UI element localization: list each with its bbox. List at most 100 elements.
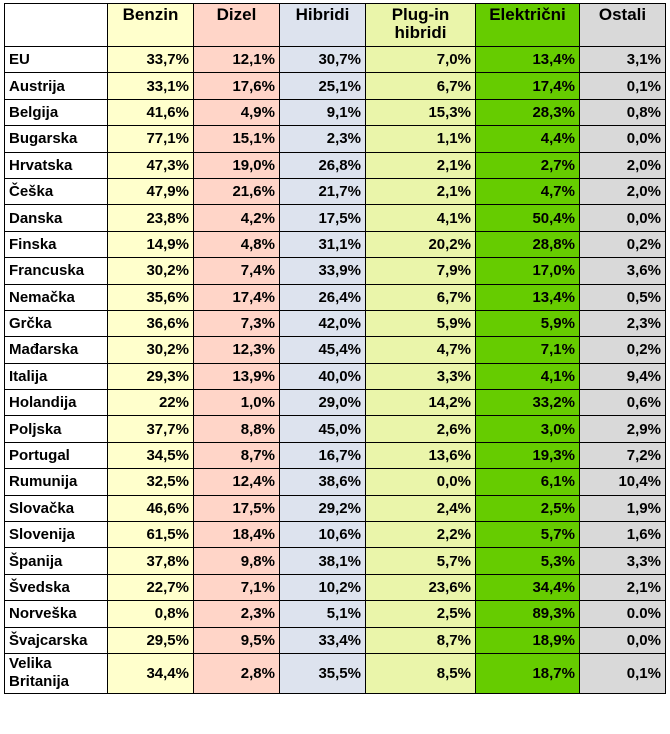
ostali-cell: 0,2%	[579, 336, 666, 364]
header-hibridi: Hibridi	[279, 3, 366, 47]
table-row: Slovačka 46,6% 17,5% 29,2% 2,4% 2,5% 1,9%	[4, 494, 666, 523]
ostali-cell: 3,1%	[579, 45, 666, 74]
plugin-hibridi-cell: 2,4%	[365, 494, 476, 523]
dizel-cell: 9,8%	[193, 547, 280, 575]
dizel-cell: 12,4%	[193, 468, 280, 496]
hibridi-cell: 9,1%	[279, 98, 366, 127]
plugin-hibridi-cell: 0,0%	[365, 468, 476, 496]
plugin-hibridi-cell: 8,5%	[365, 652, 476, 694]
elektricni-cell: 17,0%	[475, 257, 580, 285]
hibridi-cell: 38,1%	[279, 547, 366, 575]
table-row: Danska 23,8% 4,2% 17,5% 4,1% 50,4% 0,0%	[4, 204, 666, 232]
elektricni-cell: 6,1%	[475, 468, 580, 496]
plugin-hibridi-cell: 4,7%	[365, 336, 476, 364]
dizel-cell: 2,8%	[193, 652, 280, 694]
hibridi-cell: 33,9%	[279, 257, 366, 285]
elektricni-cell: 19,3%	[475, 441, 580, 470]
dizel-cell: 17,5%	[193, 494, 280, 523]
ostali-cell: 1,9%	[579, 494, 666, 523]
dizel-cell: 4,9%	[193, 98, 280, 127]
table-row: Belgija 41,6% 4,9% 9,1% 15,3% 28,3% 0,8%	[4, 98, 666, 127]
dizel-cell: 1,0%	[193, 389, 280, 417]
elektricni-cell: 4,1%	[475, 362, 580, 391]
elektricni-cell: 7,1%	[475, 336, 580, 364]
elektricni-cell: 18,9%	[475, 626, 580, 654]
dizel-cell: 7,1%	[193, 573, 280, 602]
plugin-hibridi-cell: 3,3%	[365, 362, 476, 391]
header-empty	[4, 3, 108, 47]
benzin-cell: 34,5%	[107, 441, 194, 470]
hibridi-cell: 2,3%	[279, 125, 366, 153]
header-ostali: Ostali	[579, 3, 666, 47]
header-dizel: Dizel	[193, 3, 280, 47]
hibridi-cell: 26,8%	[279, 151, 366, 179]
plugin-hibridi-cell: 5,9%	[365, 309, 476, 338]
hibridi-cell: 30,7%	[279, 45, 366, 74]
ostali-cell: 1,6%	[579, 521, 666, 549]
hibridi-cell: 45,4%	[279, 336, 366, 364]
country-cell: Finska	[4, 230, 108, 259]
plugin-hibridi-cell: 23,6%	[365, 573, 476, 602]
benzin-cell: 14,9%	[107, 230, 194, 259]
dizel-cell: 12,1%	[193, 45, 280, 74]
benzin-cell: 37,7%	[107, 415, 194, 443]
country-cell: Poljska	[4, 415, 108, 443]
benzin-cell: 37,8%	[107, 547, 194, 575]
dizel-cell: 12,3%	[193, 336, 280, 364]
table-row: Francuska 30,2% 7,4% 33,9% 7,9% 17,0% 3,6%	[4, 257, 666, 285]
elektricni-cell: 28,8%	[475, 230, 580, 259]
table-row: Portugal 34,5% 8,7% 16,7% 13,6% 19,3% 7,2%	[4, 441, 666, 470]
elektricni-cell: 50,4%	[475, 204, 580, 232]
ostali-cell: 9,4%	[579, 362, 666, 391]
header-row: Benzin Dizel Hibridi Plug-in hibridi Ele…	[4, 3, 666, 47]
country-cell: Švedska	[4, 573, 108, 602]
benzin-cell: 23,8%	[107, 204, 194, 232]
header-plugin-hibridi: Plug-in hibridi	[365, 3, 476, 47]
dizel-cell: 17,4%	[193, 283, 280, 311]
benzin-cell: 35,6%	[107, 283, 194, 311]
dizel-cell: 7,3%	[193, 309, 280, 338]
benzin-cell: 34,4%	[107, 652, 194, 694]
country-cell: Bugarska	[4, 125, 108, 153]
hibridi-cell: 17,5%	[279, 204, 366, 232]
elektricni-cell: 34,4%	[475, 573, 580, 602]
table-row: Rumunija 32,5% 12,4% 38,6% 0,0% 6,1% 10,4%	[4, 468, 666, 496]
ostali-cell: 10,4%	[579, 468, 666, 496]
ostali-cell: 0,2%	[579, 230, 666, 259]
country-cell: Francuska	[4, 257, 108, 285]
hibridi-cell: 38,6%	[279, 468, 366, 496]
dizel-cell: 8,7%	[193, 441, 280, 470]
elektricni-cell: 89,3%	[475, 600, 580, 628]
hibridi-cell: 10,6%	[279, 521, 366, 549]
elektricni-cell: 5,7%	[475, 521, 580, 549]
plugin-hibridi-cell: 2,2%	[365, 521, 476, 549]
plugin-hibridi-cell: 2,1%	[365, 151, 476, 179]
ostali-cell: 7,2%	[579, 441, 666, 470]
plugin-hibridi-cell: 2,5%	[365, 600, 476, 628]
elektricni-cell: 4,4%	[475, 125, 580, 153]
ostali-cell: 0,1%	[579, 652, 666, 694]
elektricni-cell: 13,4%	[475, 45, 580, 74]
dizel-cell: 15,1%	[193, 125, 280, 153]
hibridi-cell: 10,2%	[279, 573, 366, 602]
ostali-cell: 0,0%	[579, 125, 666, 153]
table-row: Češka 47,9% 21,6% 21,7% 2,1% 4,7% 2,0%	[4, 177, 666, 206]
hibridi-cell: 26,4%	[279, 283, 366, 311]
elektricni-cell: 28,3%	[475, 98, 580, 127]
table-row: Austrija 33,1% 17,6% 25,1% 6,7% 17,4% 0,1%	[4, 72, 666, 100]
dizel-cell: 4,8%	[193, 230, 280, 259]
ostali-cell: 2,9%	[579, 415, 666, 443]
plugin-hibridi-cell: 2,1%	[365, 177, 476, 206]
ostali-cell: 0,1%	[579, 72, 666, 100]
hibridi-cell: 29,2%	[279, 494, 366, 523]
dizel-cell: 19,0%	[193, 151, 280, 179]
hibridi-cell: 25,1%	[279, 72, 366, 100]
hibridi-cell: 5,1%	[279, 600, 366, 628]
hibridi-cell: 29,0%	[279, 389, 366, 417]
elektricni-cell: 2,5%	[475, 494, 580, 523]
elektricni-cell: 33,2%	[475, 389, 580, 417]
benzin-cell: 0,8%	[107, 600, 194, 628]
elektricni-cell: 18,7%	[475, 652, 580, 694]
dizel-cell: 2,3%	[193, 600, 280, 628]
ostali-cell: 0,6%	[579, 389, 666, 417]
